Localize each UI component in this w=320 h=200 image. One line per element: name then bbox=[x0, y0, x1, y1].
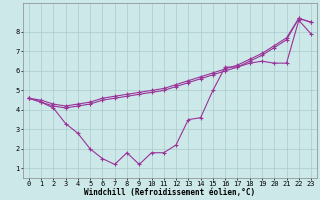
X-axis label: Windchill (Refroidissement éolien,°C): Windchill (Refroidissement éolien,°C) bbox=[84, 188, 255, 197]
